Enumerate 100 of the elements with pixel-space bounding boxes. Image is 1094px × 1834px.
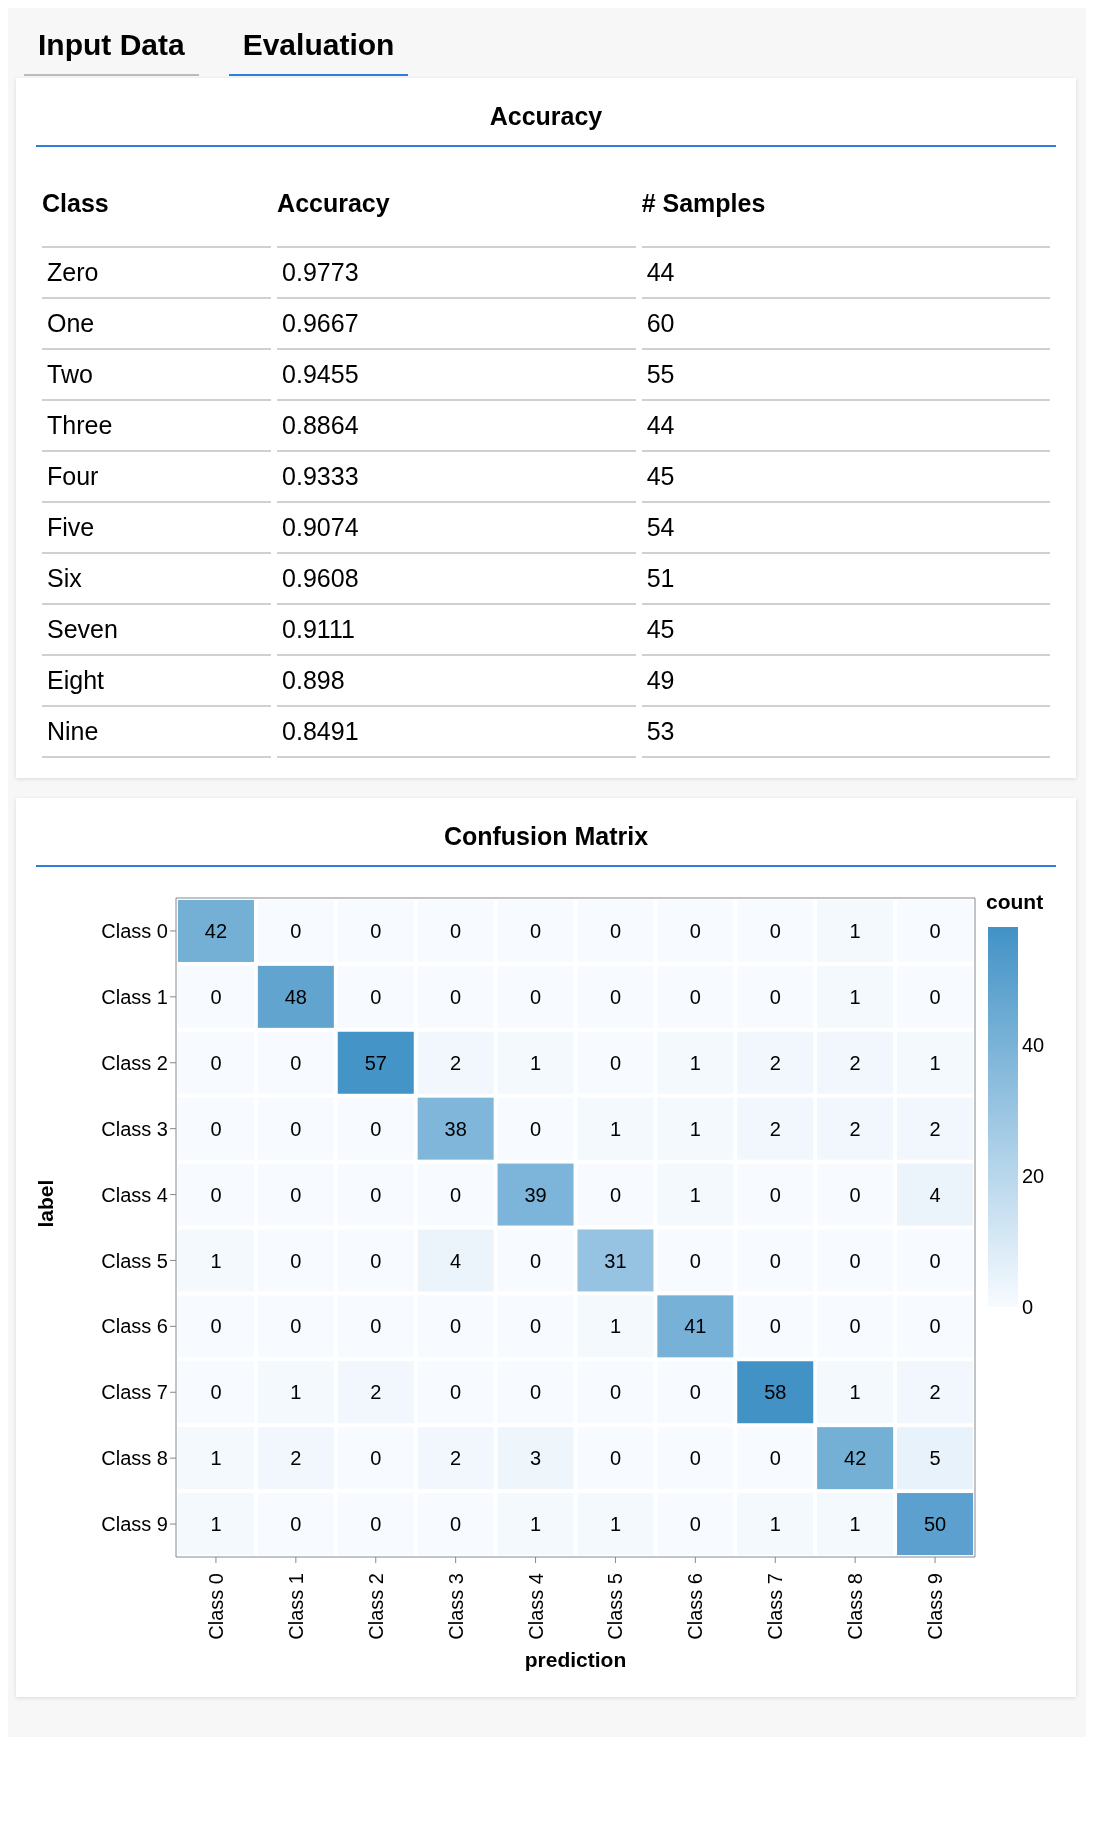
data-label: 2 — [370, 1381, 382, 1404]
data-label: 1 — [210, 1447, 222, 1470]
data-label: 0 — [529, 1315, 542, 1338]
data-label: 38 — [444, 1117, 467, 1140]
category-label: Zero — [42, 248, 272, 299]
data-label: 0.8864 — [277, 401, 636, 452]
data-label: 1 — [769, 1513, 781, 1536]
data-label: 0.8491 — [277, 707, 636, 758]
data-label: 0 — [450, 920, 462, 943]
data-label: 57 — [364, 1051, 387, 1074]
x-tick-label: Class 1 — [284, 1573, 307, 1640]
data-label: 0 — [210, 1315, 222, 1338]
data-label: 4 — [450, 1249, 462, 1272]
data-label: 4 — [929, 1183, 941, 1206]
data-label: 2 — [450, 1447, 462, 1470]
data-label: 1 — [849, 1381, 861, 1404]
data-label: 0 — [210, 1183, 222, 1206]
data-label: 0.898 — [277, 656, 636, 707]
data-label: 51 — [641, 554, 1050, 605]
y-tick-label: Class 1 — [101, 985, 168, 1008]
data-label: 0 — [370, 1315, 382, 1338]
data-label: 0 — [370, 1117, 382, 1140]
data-label: 0 — [529, 1381, 542, 1404]
data-label: 0 — [210, 1051, 222, 1074]
data-label: 0.9455 — [277, 350, 636, 401]
data-label: 0 — [450, 985, 462, 1008]
data-label: 0 — [450, 1183, 462, 1206]
data-label: 2 — [769, 1051, 781, 1074]
data-label: 58 — [764, 1381, 787, 1404]
x-axis-title: prediction — [524, 1648, 627, 1671]
category-label: Seven — [42, 605, 272, 656]
data-label: 1 — [609, 1513, 622, 1536]
x-tick-label: Class 9 — [924, 1573, 947, 1640]
data-label: 1 — [609, 1117, 622, 1140]
y-tick-label: Class 9 — [101, 1513, 168, 1536]
data-label: 0.9111 — [277, 605, 636, 656]
data-label: 0 — [370, 1249, 382, 1272]
data-label: 0.9333 — [277, 452, 636, 503]
data-label: 39 — [524, 1183, 547, 1206]
color-bar-label: 0 — [1022, 1296, 1034, 1318]
x-tick-label: Class 8 — [844, 1573, 867, 1640]
data-label: 3 — [529, 1447, 542, 1470]
y-tick-label: Class 7 — [101, 1381, 168, 1404]
y-tick-label: Class 5 — [101, 1249, 168, 1272]
data-label: 0 — [370, 985, 382, 1008]
data-label: 0.9773 — [277, 248, 636, 299]
data-label: 0 — [689, 985, 701, 1008]
data-label: 42 — [204, 920, 228, 943]
x-tick-label: Class 3 — [444, 1573, 467, 1640]
data-label: 44 — [641, 401, 1050, 452]
data-label: 44 — [641, 248, 1050, 299]
data-label: 2 — [929, 1117, 941, 1140]
y-tick-label: Class 4 — [101, 1183, 168, 1206]
category-label: Five — [42, 503, 272, 554]
data-label: 31 — [604, 1249, 627, 1272]
data-label: 0.9608 — [277, 554, 636, 605]
text: Class — [42, 167, 272, 248]
data-label: 2 — [849, 1051, 861, 1074]
data-label: 0 — [609, 1183, 622, 1206]
x-tick-label: Class 2 — [364, 1573, 387, 1640]
data-label: 2 — [849, 1117, 861, 1140]
data-label: 0 — [290, 1249, 302, 1272]
category-label: Three — [42, 401, 272, 452]
category-label: Two — [42, 350, 272, 401]
data-label: 0 — [929, 1249, 941, 1272]
x-tick-label: Class 6 — [684, 1573, 707, 1640]
x-tick-label: Class 4 — [524, 1573, 547, 1640]
data-label: 42 — [844, 1447, 867, 1470]
data-label: 2 — [929, 1381, 941, 1404]
data-label: 0 — [450, 1513, 462, 1536]
data-label: 49 — [641, 656, 1050, 707]
data-label: 0 — [290, 1117, 302, 1140]
x-tick-label: Class 0 — [204, 1573, 227, 1640]
data-label: 55 — [641, 350, 1050, 401]
data-label: 60 — [641, 299, 1050, 350]
y-tick-label: Class 3 — [101, 1117, 168, 1140]
data-label: 0 — [689, 920, 701, 943]
category-label: Six — [42, 554, 272, 605]
data-label: 0 — [929, 1315, 941, 1338]
data-label: 1 — [529, 1051, 542, 1074]
text: Evaluation — [228, 22, 409, 76]
data-label: 0 — [929, 920, 941, 943]
data-label: 0 — [769, 920, 781, 943]
data-label: 0 — [370, 920, 382, 943]
text: Accuracy — [36, 88, 1056, 147]
data-label: 0 — [769, 1249, 781, 1272]
data-label: 1 — [290, 1381, 302, 1404]
data-label: 0 — [370, 1513, 382, 1536]
x-tick-label: Class 5 — [604, 1573, 627, 1640]
data-label: 0 — [210, 1381, 222, 1404]
data-label: 1 — [849, 1513, 861, 1536]
data-label: 0 — [609, 1381, 622, 1404]
data-label: 0 — [450, 1315, 462, 1338]
data-label: 1 — [210, 1249, 222, 1272]
data-label: 0 — [290, 1513, 302, 1536]
data-label: 2 — [769, 1117, 781, 1140]
data-label: 0 — [609, 1447, 622, 1470]
color-bar-title: count — [986, 890, 1044, 913]
text: # Samples — [641, 167, 1050, 248]
category-label: One — [42, 299, 272, 350]
